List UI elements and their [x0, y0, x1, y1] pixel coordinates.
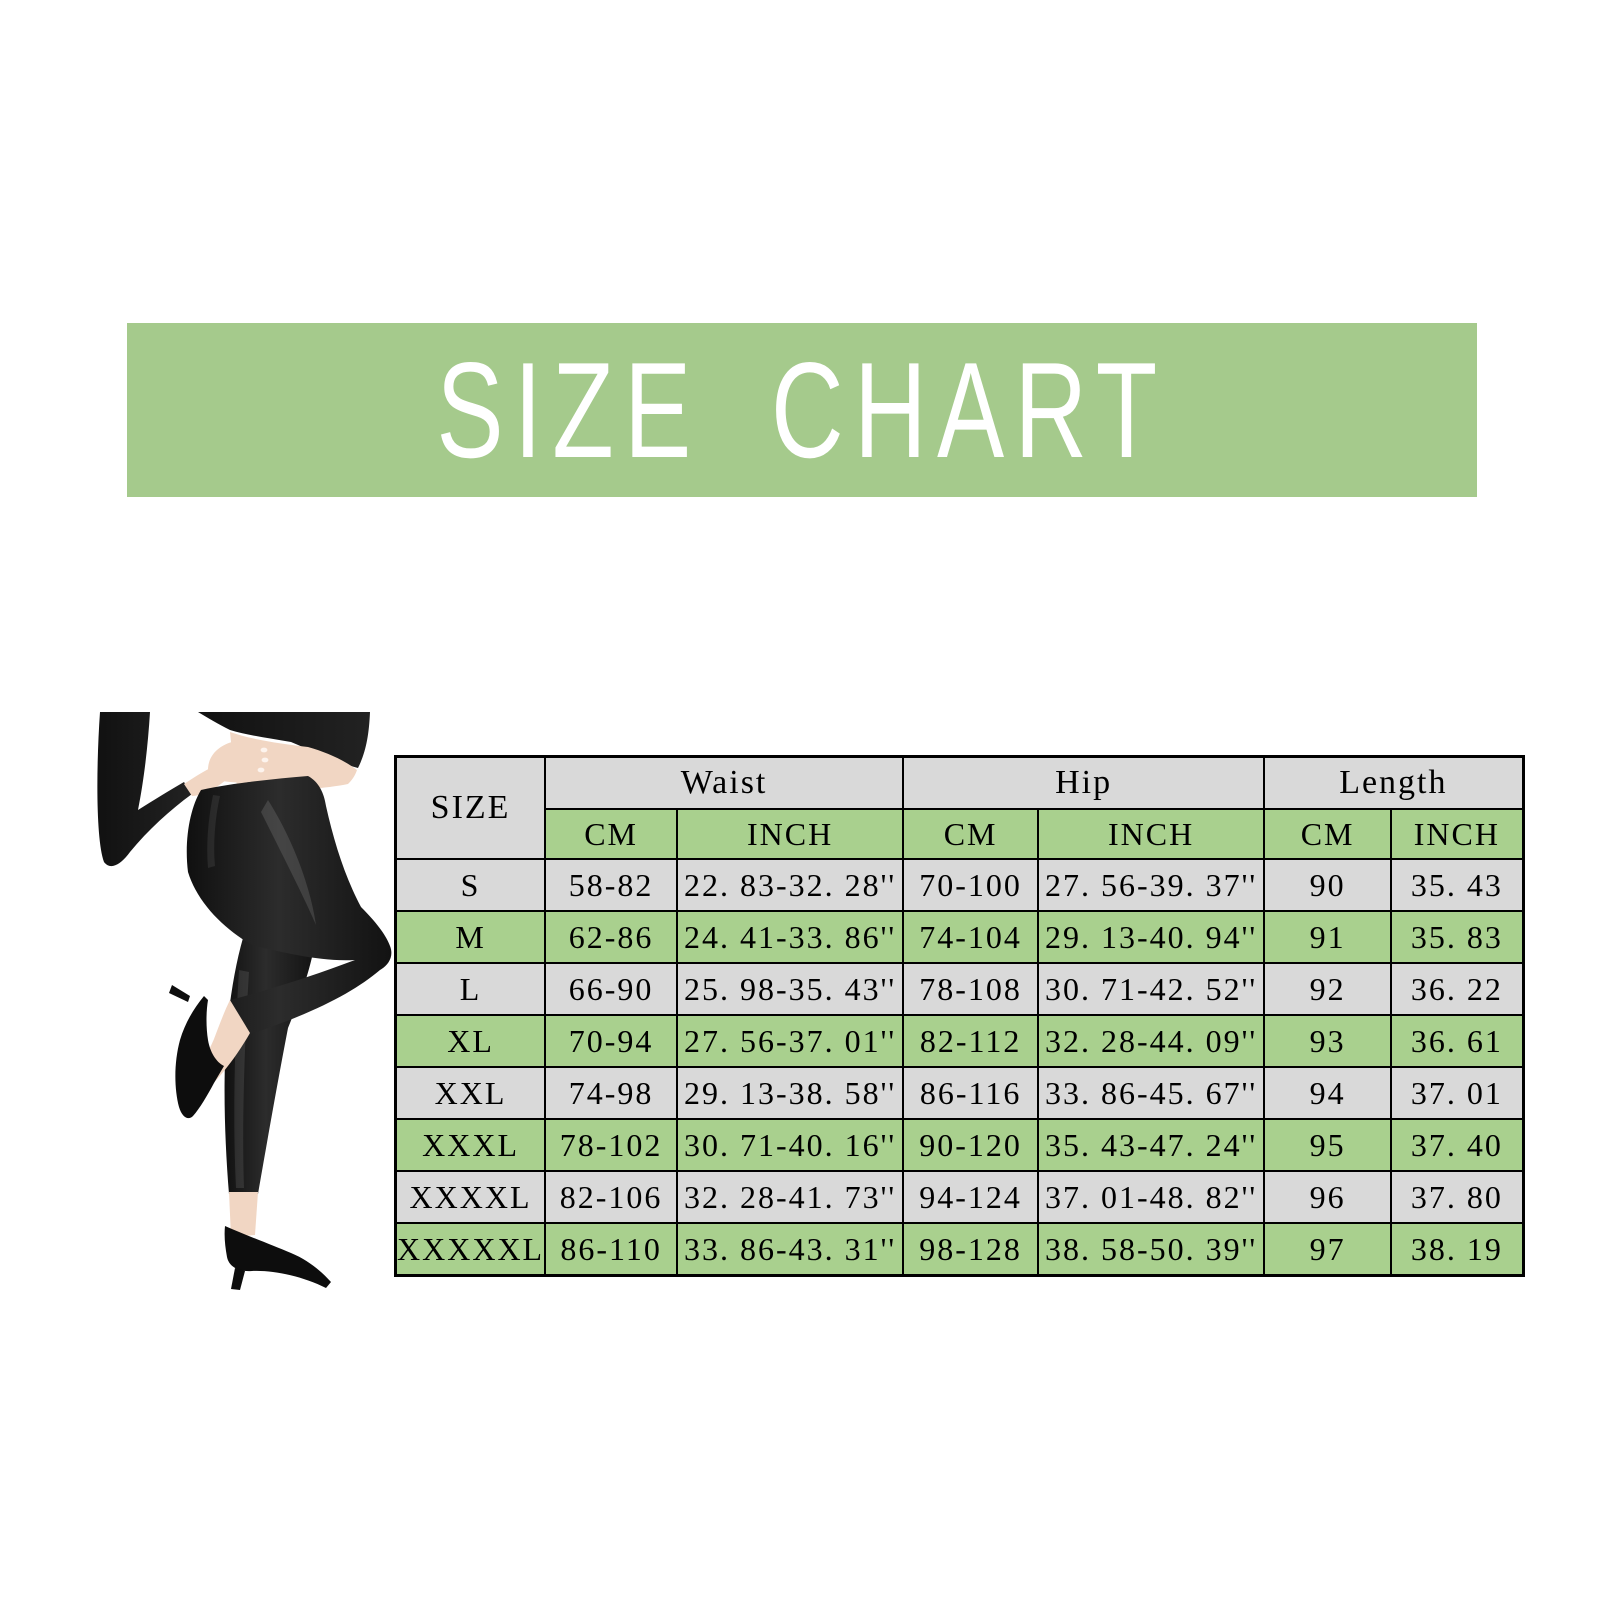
value-cell: 62-86	[544, 910, 679, 964]
size-cell: S	[394, 858, 547, 912]
size-cell: XL	[394, 1014, 547, 1068]
unit-header: INCH	[676, 808, 905, 860]
unit-header: CM	[544, 808, 679, 860]
size-cell: XXXL	[394, 1118, 547, 1172]
model-photo	[97, 712, 392, 1290]
value-cell: 86-110	[544, 1222, 679, 1277]
model-standing-ankle	[229, 1192, 258, 1237]
group-header-length: Length	[1263, 755, 1525, 810]
model-bent-heel-shoe	[169, 985, 224, 1119]
value-cell: 37. 01	[1390, 1066, 1525, 1120]
value-cell: 74-104	[902, 910, 1040, 964]
value-cell: 94-124	[902, 1170, 1040, 1224]
value-cell: 94	[1263, 1066, 1393, 1120]
value-cell: 32. 28-41. 73''	[676, 1170, 905, 1224]
value-cell: 36. 22	[1390, 962, 1525, 1016]
value-cell: 30. 71-42. 52''	[1037, 962, 1266, 1016]
value-cell: 35. 83	[1390, 910, 1525, 964]
table-row: M 62-86 24. 41-33. 86'' 74-104 29. 13-40…	[394, 910, 1525, 964]
unit-header: CM	[1263, 808, 1393, 860]
value-cell: 98-128	[902, 1222, 1040, 1277]
value-cell: 29. 13-38. 58''	[676, 1066, 905, 1120]
value-cell: 82-106	[544, 1170, 679, 1224]
value-cell: 30. 71-40. 16''	[676, 1118, 905, 1172]
value-cell: 25. 98-35. 43''	[676, 962, 905, 1016]
size-cell: XXXXL	[394, 1170, 547, 1224]
model-leggings	[186, 776, 392, 1034]
value-cell: 66-90	[544, 962, 679, 1016]
value-cell: 90	[1263, 858, 1393, 912]
model-hand	[208, 739, 271, 783]
value-cell: 97	[1263, 1222, 1393, 1277]
value-cell: 38. 58-50. 39''	[1037, 1222, 1266, 1277]
value-cell: 35. 43-47. 24''	[1037, 1118, 1266, 1172]
table-row: XXL 74-98 29. 13-38. 58'' 86-116 33. 86-…	[394, 1066, 1525, 1120]
value-cell: 36. 61	[1390, 1014, 1525, 1068]
value-cell: 93	[1263, 1014, 1393, 1068]
value-cell: 32. 28-44. 09''	[1037, 1014, 1266, 1068]
value-cell: 58-82	[544, 858, 679, 912]
table-row: S 58-82 22. 83-32. 28'' 70-100 27. 56-39…	[394, 858, 1525, 912]
value-cell: 24. 41-33. 86''	[676, 910, 905, 964]
size-table: SIZE Waist Hip Length CM INCH CM INCH CM…	[394, 755, 1525, 1277]
value-cell: 37. 40	[1390, 1118, 1525, 1172]
table-row: XXXXL 82-106 32. 28-41. 73'' 94-124 37. …	[394, 1170, 1525, 1224]
value-cell: 78-108	[902, 962, 1040, 1016]
value-cell: 95	[1263, 1118, 1393, 1172]
unit-header: INCH	[1390, 808, 1525, 860]
size-header-cell: SIZE	[394, 755, 547, 860]
unit-header: INCH	[1037, 808, 1266, 860]
value-cell: 37. 80	[1390, 1170, 1525, 1224]
value-cell: 27. 56-37. 01''	[676, 1014, 905, 1068]
value-cell: 90-120	[902, 1118, 1040, 1172]
value-cell: 33. 86-43. 31''	[676, 1222, 905, 1277]
value-cell: 33. 86-45. 67''	[1037, 1066, 1266, 1120]
value-cell: 27. 56-39. 37''	[1037, 858, 1266, 912]
group-header-waist: Waist	[544, 755, 905, 810]
value-cell: 74-98	[544, 1066, 679, 1120]
value-cell: 91	[1263, 910, 1393, 964]
size-chart-banner: SIZE CHART	[127, 323, 1477, 497]
table-row: XXXL 78-102 30. 71-40. 16'' 90-120 35. 4…	[394, 1118, 1525, 1172]
size-cell: M	[394, 910, 547, 964]
unit-header: CM	[902, 808, 1040, 860]
group-header-hip: Hip	[902, 755, 1266, 810]
value-cell: 82-112	[902, 1014, 1040, 1068]
value-cell: 96	[1263, 1170, 1393, 1224]
value-cell: 86-116	[902, 1066, 1040, 1120]
value-cell: 78-102	[544, 1118, 679, 1172]
size-cell: XXXXXL	[394, 1222, 547, 1277]
model-standing-heel-shoe	[224, 1226, 331, 1290]
size-cell: L	[394, 962, 547, 1016]
table-row: XXXXXL 86-110 33. 86-43. 31'' 98-128 38.…	[394, 1222, 1525, 1277]
model-standing-leg	[224, 936, 316, 1194]
value-cell: 22. 83-32. 28''	[676, 858, 905, 912]
value-cell: 70-94	[544, 1014, 679, 1068]
table-header-groups: SIZE Waist Hip Length	[394, 755, 1525, 860]
value-cell: 70-100	[902, 858, 1040, 912]
value-cell: 38. 19	[1390, 1222, 1525, 1277]
value-cell: 35. 43	[1390, 858, 1525, 912]
page-title: SIZE CHART	[436, 334, 1168, 486]
model-sleeve	[97, 712, 192, 867]
table-row: L 66-90 25. 98-35. 43'' 78-108 30. 71-42…	[394, 962, 1525, 1016]
size-cell: XXL	[394, 1066, 547, 1120]
value-cell: 29. 13-40. 94''	[1037, 910, 1266, 964]
table-header-units: CM INCH CM INCH CM INCH	[396, 808, 1525, 860]
value-cell: 92	[1263, 962, 1393, 1016]
value-cell: 37. 01-48. 82''	[1037, 1170, 1266, 1224]
table-row: XL 70-94 27. 56-37. 01'' 82-112 32. 28-4…	[394, 1014, 1525, 1068]
